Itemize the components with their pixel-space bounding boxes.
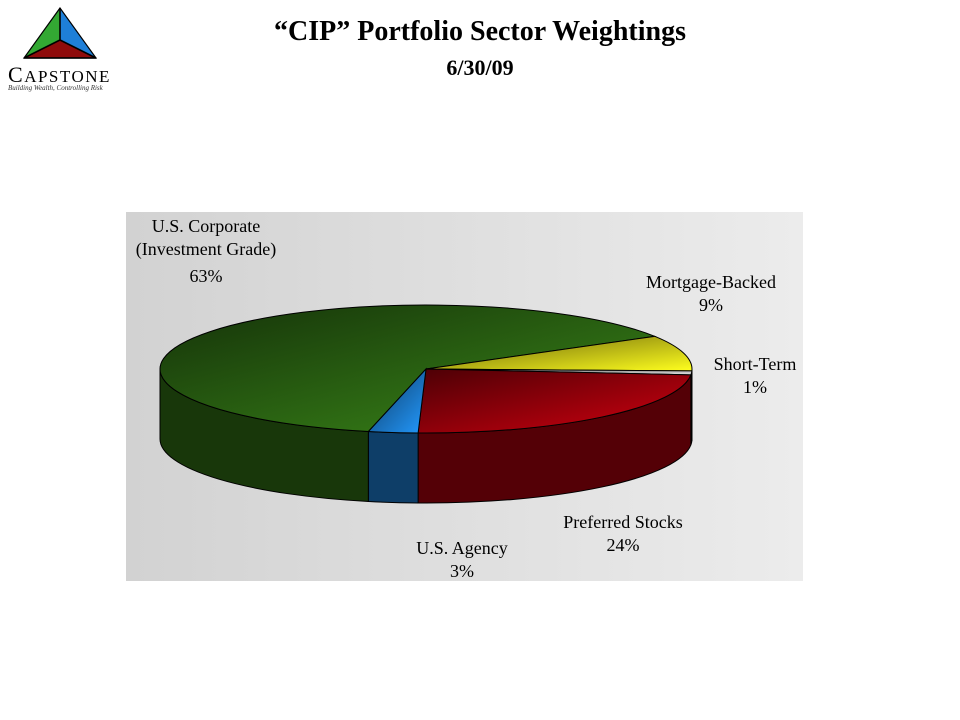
capstone-logo: CAPSTONE Building Wealth, Controlling Ri… bbox=[6, 6, 130, 98]
pie-slice-preferred-stocks bbox=[417, 368, 692, 434]
label-us-agency: U.S. Agency 3% bbox=[416, 538, 508, 581]
pie-chart bbox=[159, 304, 693, 504]
page-subtitle: 6/30/09 bbox=[446, 55, 514, 80]
pie-side-us-agency bbox=[367, 430, 419, 504]
label-short-term: Short-Term 1% bbox=[713, 354, 797, 397]
page-title: “CIP” Portfolio Sector Weightings bbox=[274, 16, 686, 47]
logo-wordmark: CAPSTONE bbox=[8, 62, 111, 87]
pie-slice-mortgage-backed bbox=[425, 335, 693, 372]
label-preferred-stocks: Preferred Stocks 24% bbox=[563, 512, 683, 555]
label-us-corporate: U.S. Corporate (Investment Grade) 63% bbox=[135, 216, 277, 286]
logo-tagline: Building Wealth, Controlling Risk bbox=[8, 84, 103, 92]
label-mortgage-backed: Mortgage-Backed 9% bbox=[646, 272, 776, 315]
pie-top-faces bbox=[159, 304, 693, 434]
pie-slice-us-agency bbox=[367, 367, 427, 434]
capstone-pyramid-icon bbox=[22, 6, 98, 59]
pie-slice-us-corporate bbox=[159, 304, 657, 432]
